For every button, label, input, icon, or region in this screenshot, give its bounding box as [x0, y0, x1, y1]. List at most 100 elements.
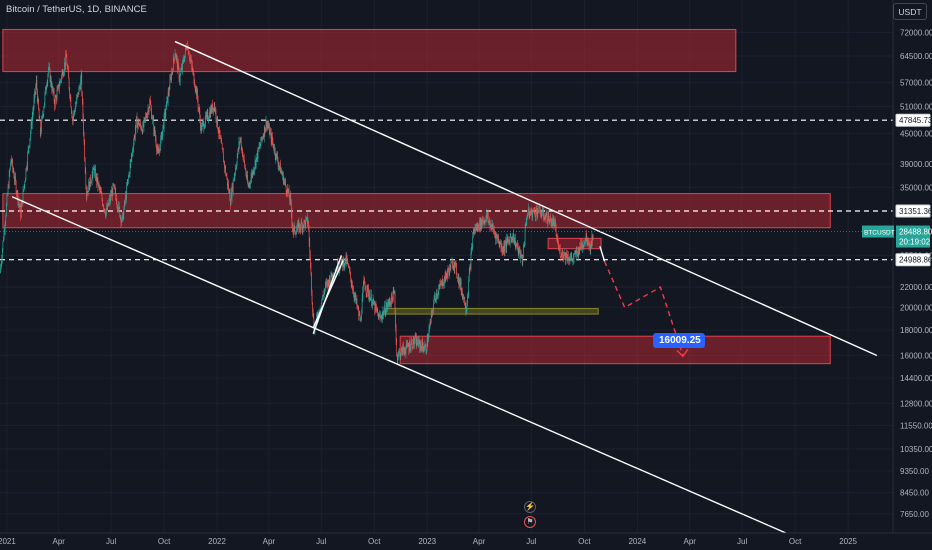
candle-body — [409, 342, 410, 350]
candle-body — [255, 160, 256, 166]
candle-body — [67, 65, 68, 68]
candle-body — [575, 252, 577, 257]
candle-body — [106, 207, 107, 214]
candle-body — [193, 73, 195, 84]
candle-body — [78, 87, 80, 95]
candle-body — [134, 136, 136, 138]
candle-body — [496, 234, 497, 241]
candle-body — [394, 291, 395, 293]
candle-body — [169, 79, 171, 90]
candle-body — [285, 185, 287, 192]
candle-body — [486, 213, 488, 219]
candle-body — [124, 201, 126, 202]
candle-body — [402, 346, 403, 355]
candle-body — [24, 182, 26, 185]
candle-body — [70, 96, 72, 108]
candle-body — [301, 223, 303, 231]
candle-body — [288, 189, 290, 198]
candle-body — [49, 69, 51, 82]
candle-body — [161, 132, 163, 139]
flag-icon[interactable]: ⚑ — [524, 516, 536, 528]
candle-body — [291, 202, 292, 214]
candle-body — [404, 349, 406, 353]
candle-body — [248, 185, 250, 187]
candle-body — [208, 119, 209, 120]
candle-body — [464, 297, 465, 306]
candle-body — [292, 227, 294, 233]
candle-body — [247, 182, 249, 187]
candle-body — [507, 239, 509, 241]
last-price-label: 28488.80 — [899, 228, 932, 237]
candle-body — [383, 310, 385, 316]
candle-body — [177, 63, 179, 70]
candle-body — [121, 217, 123, 222]
candle-body — [487, 215, 489, 222]
candle-body — [468, 279, 469, 294]
candle-body — [282, 173, 283, 176]
candle-body — [513, 241, 515, 243]
candle-body — [552, 219, 554, 226]
candle-body — [96, 174, 98, 183]
candle-body — [203, 121, 205, 129]
candle-body — [231, 184, 233, 198]
candle-body — [471, 246, 473, 248]
candle-body — [61, 74, 62, 80]
candle-body — [399, 351, 401, 358]
candle-body — [34, 91, 36, 93]
candle-body — [350, 278, 352, 285]
candle-body — [384, 305, 386, 315]
candle-body — [230, 200, 231, 206]
candle-body — [13, 172, 15, 178]
candle-body — [140, 125, 142, 130]
candle-body — [268, 125, 269, 128]
candle-body — [437, 293, 439, 295]
candle-body — [99, 186, 100, 190]
candle-body — [432, 310, 434, 312]
candle-body — [46, 82, 48, 87]
candle-body — [165, 109, 167, 116]
candle-body — [242, 148, 243, 157]
candle-body — [52, 86, 53, 91]
candle-body — [162, 124, 164, 131]
candle-body — [174, 53, 176, 60]
candle-body — [295, 233, 297, 235]
candle-body — [442, 279, 444, 287]
candle-body — [127, 179, 129, 184]
candle-body — [95, 168, 96, 180]
candle-body — [139, 125, 140, 127]
candle-body — [581, 243, 583, 248]
candle-body — [166, 101, 167, 110]
candle-body — [120, 216, 121, 217]
y-tick-label: 9350.00 — [900, 467, 929, 476]
candle-body — [130, 157, 132, 160]
candle-body — [311, 291, 313, 303]
candle-body — [97, 177, 98, 183]
lightning-icon[interactable]: ⚡ — [524, 501, 536, 513]
candle-body — [253, 169, 254, 174]
candle-body — [518, 249, 520, 253]
candle-body — [291, 213, 293, 223]
candle-body — [523, 246, 525, 248]
level-price-label: 47845.73 — [899, 116, 932, 125]
candle-body — [168, 89, 170, 93]
candle-body — [64, 62, 65, 72]
candle-body — [100, 189, 102, 193]
candle-body — [348, 262, 349, 268]
currency-button[interactable]: USDT — [893, 3, 927, 20]
candle-body — [361, 298, 363, 314]
candle-body — [508, 239, 509, 241]
candle-body — [90, 182, 92, 184]
candle-body — [330, 280, 331, 285]
candle-body — [141, 129, 142, 131]
candle-body — [576, 250, 578, 252]
candle-body — [388, 300, 389, 305]
candle-body — [555, 225, 557, 237]
y-tick-label: 72000.00 — [900, 28, 932, 37]
candle-body — [327, 280, 328, 287]
x-tick-label: Apr — [53, 537, 66, 546]
candle-body — [241, 148, 243, 150]
candle-body — [583, 243, 585, 247]
candle-body — [466, 310, 467, 312]
